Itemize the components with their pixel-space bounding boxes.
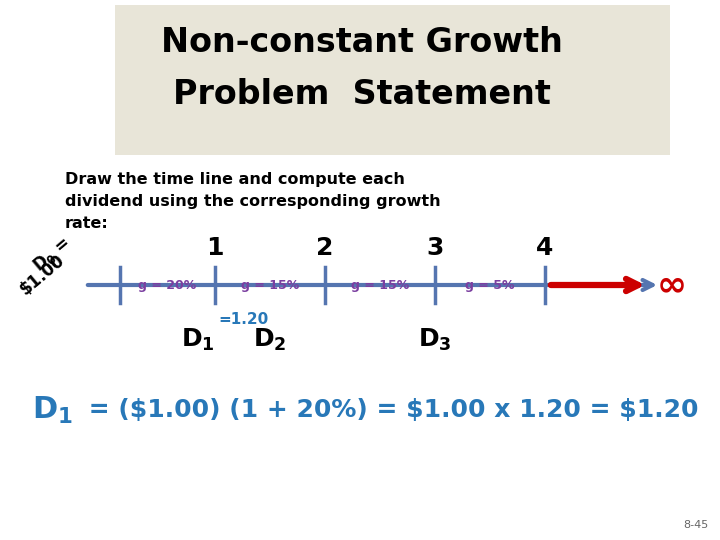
Text: Non-constant Growth: Non-constant Growth bbox=[161, 26, 563, 59]
Text: $\mathbf{D_3}$: $\mathbf{D_3}$ bbox=[418, 327, 452, 353]
Text: $1.00: $1.00 bbox=[16, 251, 68, 299]
Text: 4: 4 bbox=[536, 236, 554, 260]
Text: g = 5%: g = 5% bbox=[465, 279, 515, 292]
Text: g = 20%: g = 20% bbox=[138, 279, 196, 292]
Bar bbox=[115, 5, 670, 155]
Text: $\mathbf{D_0}$ =: $\mathbf{D_0}$ = bbox=[30, 234, 75, 276]
Text: = ($1.00) (1 + 20%) = $1.00 x 1.20 = $1.20: = ($1.00) (1 + 20%) = $1.00 x 1.20 = $1.… bbox=[80, 398, 698, 422]
Text: 2: 2 bbox=[316, 236, 333, 260]
Text: 1: 1 bbox=[206, 236, 224, 260]
Text: $\mathbf{D_2}$: $\mathbf{D_2}$ bbox=[253, 327, 287, 353]
Text: 3: 3 bbox=[426, 236, 444, 260]
Text: =1.20: =1.20 bbox=[218, 312, 269, 327]
Text: Draw the time line and compute each
dividend using the corresponding growth
rate: Draw the time line and compute each divi… bbox=[65, 172, 441, 232]
Text: g = 15%: g = 15% bbox=[351, 279, 409, 292]
Text: 8-45: 8-45 bbox=[683, 520, 708, 530]
Text: $\mathbf{D_1}$: $\mathbf{D_1}$ bbox=[181, 327, 215, 353]
Text: $\mathbf{D_1}$: $\mathbf{D_1}$ bbox=[32, 394, 73, 426]
Text: g = 15%: g = 15% bbox=[241, 279, 299, 292]
Text: ∞: ∞ bbox=[657, 268, 687, 302]
Text: Problem  Statement: Problem Statement bbox=[173, 78, 551, 111]
